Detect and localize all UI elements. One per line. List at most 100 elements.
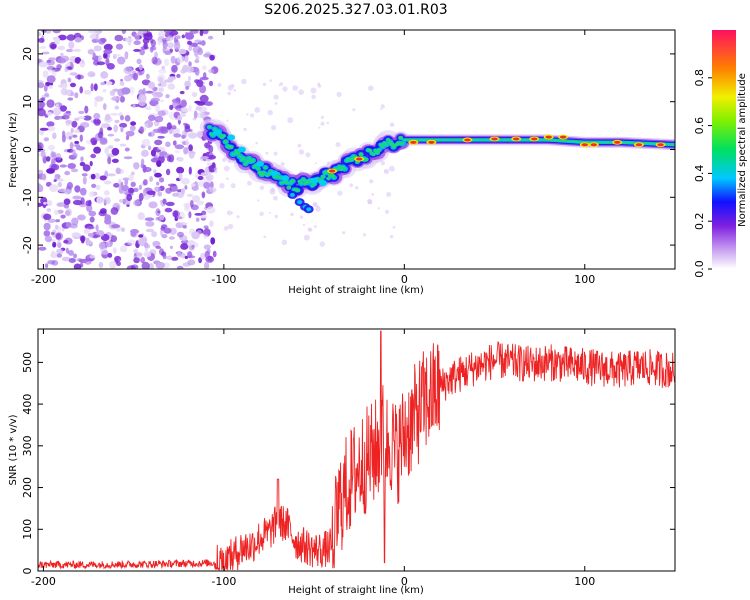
noise-blob [177, 114, 181, 121]
noise-blob [151, 231, 158, 238]
noise-speck [267, 109, 273, 116]
noise-blob [89, 160, 93, 167]
snr-series [38, 330, 675, 571]
noise-blob [132, 72, 139, 81]
noise-blob [114, 119, 120, 124]
noise-speck [254, 107, 261, 113]
track-cell [478, 138, 482, 141]
noise-blob [109, 90, 116, 96]
noise-speck [226, 119, 229, 122]
noise-blob [74, 57, 82, 64]
noise-blob [103, 43, 113, 51]
noise-speck [233, 89, 236, 92]
noise-blob [169, 104, 174, 111]
x-tick-label: 0 [401, 575, 408, 588]
noise-speck [249, 113, 255, 118]
noise-blob [209, 220, 214, 227]
noise-blob [188, 46, 192, 51]
noise-blob [139, 126, 145, 135]
noise-blob [63, 112, 72, 117]
snr-y-ticks: 0 100 200 300 400 500 [21, 352, 675, 575]
noise-blob [46, 121, 55, 127]
noise-speck [392, 225, 396, 229]
track-cell [484, 138, 487, 141]
noise-blob [57, 58, 67, 64]
noise-blob [38, 108, 46, 117]
snr-line [38, 330, 675, 571]
noise-blob [111, 224, 121, 229]
track-peak [545, 135, 552, 139]
noise-blob [72, 134, 78, 138]
noise-blob [166, 36, 173, 42]
noise-blob [46, 111, 53, 116]
noise-speck [317, 84, 322, 88]
track-cell [332, 176, 336, 179]
noise-blob [89, 254, 96, 259]
noise-blob [44, 235, 52, 242]
noise-speck [247, 180, 252, 186]
track-peak [614, 140, 621, 144]
noise-blob [64, 170, 71, 176]
noise-blob [125, 66, 133, 72]
y-tick-label: -20 [21, 236, 34, 254]
noise-blob [175, 35, 181, 40]
noise-blob [133, 40, 141, 46]
noise-speck [243, 127, 247, 132]
noise-blob [65, 221, 72, 228]
track-cell [417, 138, 421, 141]
noise-blob [52, 30, 61, 34]
noise-speck [274, 102, 278, 105]
track-cell [320, 174, 326, 179]
noise-blob [172, 192, 179, 197]
noise-speck [270, 187, 275, 192]
noise-blob [45, 30, 52, 34]
noise-blob [93, 234, 101, 238]
noise-blob [163, 227, 172, 234]
noise-blob [84, 105, 89, 114]
noise-blob [167, 76, 177, 81]
track-cell [572, 140, 576, 143]
noise-speck [230, 211, 234, 215]
noise-blob [181, 34, 185, 39]
noise-blob [140, 158, 145, 167]
track-cell [247, 156, 251, 160]
noise-blob [133, 248, 139, 254]
spectrogram-noise [38, 30, 396, 269]
noise-blob [158, 76, 164, 83]
noise-blob [107, 252, 113, 258]
noise-blob [165, 141, 171, 148]
y-tick-label: 400 [21, 394, 34, 415]
noise-blob [141, 138, 151, 147]
noise-blob [120, 78, 124, 82]
noise-blob [94, 96, 104, 102]
noise-blob [40, 150, 46, 158]
noise-blob [120, 115, 124, 121]
noise-blob [93, 45, 102, 52]
noise-speck [287, 117, 294, 124]
track-cell [670, 143, 673, 146]
noise-blob [204, 142, 210, 149]
noise-blob [174, 144, 185, 150]
track-branch-core [289, 192, 295, 197]
noise-blob [192, 151, 196, 155]
noise-blob [183, 147, 189, 155]
noise-blob [172, 210, 180, 218]
noise-blob [148, 131, 155, 137]
noise-blob [74, 129, 80, 134]
noise-speck [282, 86, 288, 92]
noise-speck [349, 183, 354, 187]
colorbar-ticks: 0.0 0.2 0.4 0.6 0.8 [693, 69, 712, 278]
y-tick-label: 0 [21, 568, 34, 575]
noise-blob [207, 35, 214, 40]
noise-speck [316, 205, 319, 208]
noise-blob [52, 107, 62, 116]
noise-speck [259, 185, 265, 190]
noise-blob [107, 133, 115, 137]
noise-speck [299, 215, 304, 219]
track-cell [523, 138, 527, 141]
noise-blob [43, 230, 51, 237]
noise-blob [150, 157, 159, 163]
noise-blob [104, 147, 109, 155]
noise-blob [155, 245, 162, 249]
noise-blob [85, 200, 92, 207]
